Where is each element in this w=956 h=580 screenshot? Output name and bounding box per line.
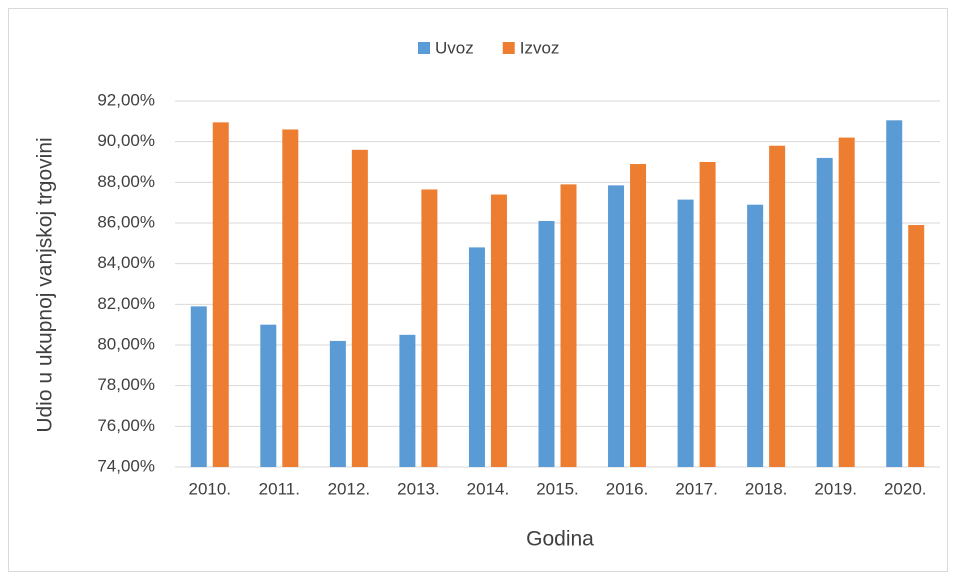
bar	[351, 149, 368, 468]
x-tick-label: 2011.	[259, 479, 300, 498]
legend-swatch	[418, 42, 430, 54]
bar	[769, 145, 786, 467]
bar	[608, 185, 625, 467]
bar	[560, 184, 577, 467]
bar	[260, 324, 277, 467]
x-tick-label: 2014.	[467, 479, 510, 498]
x-tick-label: 2017.	[675, 479, 718, 498]
x-tick-label: 2013.	[397, 479, 440, 498]
y-axis-title: Udio u ukupnoj vanjskoj trgovini	[34, 137, 57, 432]
y-tick-label: 86,00%	[97, 212, 155, 231]
y-tick-label: 76,00%	[97, 416, 155, 435]
y-tick-label: 90,00%	[97, 131, 155, 150]
y-tick-label: 80,00%	[97, 334, 155, 353]
legend-label: Uvoz	[435, 38, 474, 57]
x-tick-label: 2010.	[188, 479, 231, 498]
bar	[468, 247, 485, 467]
y-tick-label: 84,00%	[97, 253, 155, 272]
y-tick-label: 78,00%	[97, 375, 155, 394]
bar	[490, 194, 507, 468]
y-tick-label: 88,00%	[97, 172, 155, 191]
bar	[816, 157, 833, 467]
bar	[677, 199, 694, 467]
x-tick-label: 2015.	[536, 479, 579, 498]
bar	[630, 164, 647, 468]
y-tick-label: 74,00%	[97, 456, 155, 475]
x-tick-label: 2020.	[884, 479, 927, 498]
bar	[886, 120, 903, 468]
bar	[699, 162, 716, 467]
bar	[190, 306, 207, 467]
bar	[212, 122, 229, 467]
bar	[421, 189, 438, 467]
bar	[747, 204, 764, 467]
x-tick-label: 2019.	[814, 479, 857, 498]
bar	[908, 225, 925, 467]
x-axis-title: Godina	[526, 528, 594, 551]
legend-swatch	[502, 42, 515, 54]
bar	[282, 129, 299, 467]
legend-label: Izvoz	[520, 38, 560, 57]
bar	[838, 137, 855, 467]
bar	[399, 334, 416, 467]
y-tick-label: 92,00%	[97, 90, 155, 109]
x-tick-label: 2016.	[606, 479, 649, 498]
bar	[538, 220, 555, 467]
x-tick-label: 2018.	[745, 479, 788, 498]
y-tick-label: 82,00%	[97, 294, 155, 313]
bar	[329, 340, 346, 467]
x-tick-label: 2012.	[328, 479, 371, 498]
